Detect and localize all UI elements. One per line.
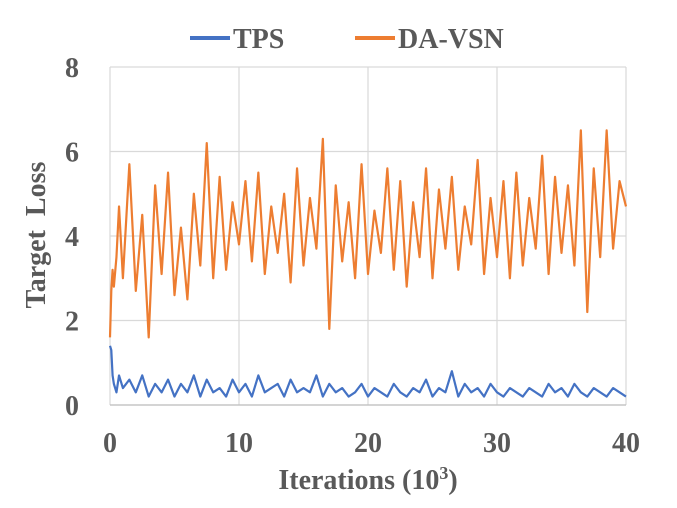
y-tick-label: 6	[65, 138, 79, 169]
x-tick-label: 10	[225, 428, 253, 459]
x-tick-label: 30	[483, 428, 511, 459]
x-axis-title-main: Iterations (10	[278, 465, 439, 496]
y-tick-label: 0	[65, 391, 79, 422]
series-layer	[108, 129, 628, 398]
legend-label-tps: TPS	[233, 24, 284, 55]
grid-lines	[109, 66, 627, 406]
x-tick-label: 0	[103, 428, 117, 459]
y-tick-label: 4	[65, 222, 79, 253]
x-tick-labels: 0 10 20 30 40	[103, 428, 640, 459]
series-line-da-vsn	[108, 129, 628, 339]
x-axis-title-end: )	[448, 465, 457, 496]
legend: TPS DA-VSN	[190, 24, 504, 55]
x-axis-title: Iterations (103)	[278, 463, 457, 496]
legend-label-da-vsn: DA-VSN	[398, 24, 504, 55]
y-axis-title: Target Loss	[21, 162, 52, 309]
y-tick-label: 2	[65, 307, 79, 338]
x-tick-label: 40	[612, 428, 640, 459]
x-axis-title-superscript: 3	[439, 463, 448, 483]
y-tick-labels: 0 2 4 6 8	[65, 53, 79, 422]
x-tick-label: 20	[354, 428, 382, 459]
series-line-tps	[108, 345, 627, 398]
y-tick-label: 8	[65, 53, 79, 84]
